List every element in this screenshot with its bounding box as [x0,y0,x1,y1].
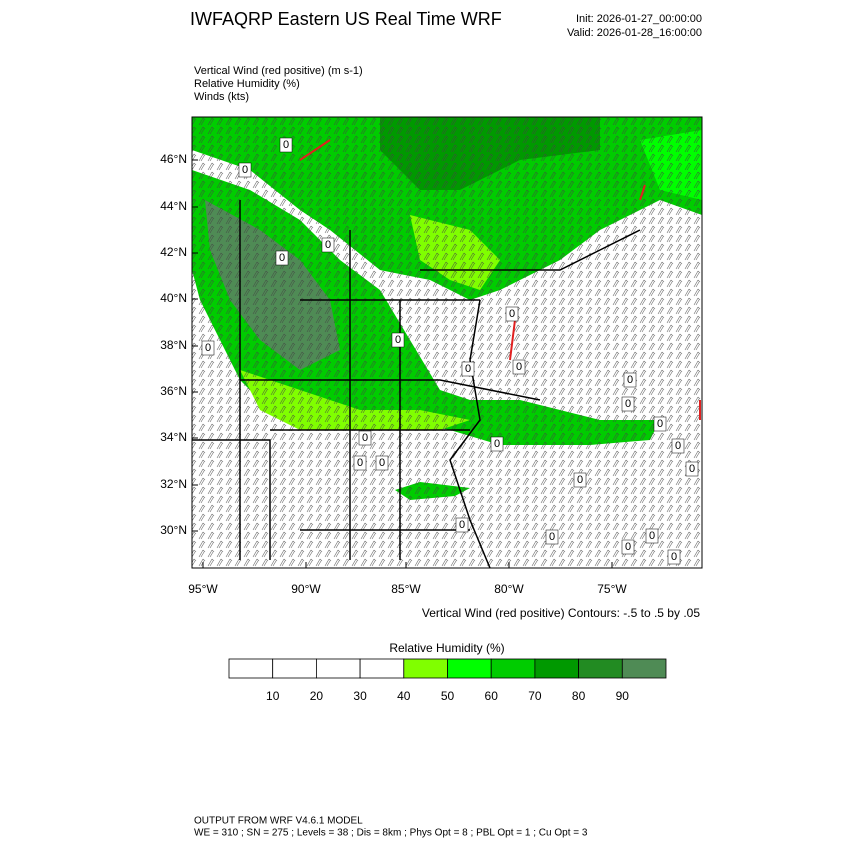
contour-label-box [623,372,637,388]
contour-label: 0 [283,139,289,151]
lon-label: 75°W [597,582,627,596]
contour-label: 0 [459,519,465,531]
colorbar-box [272,658,317,679]
contour-label-box [279,137,293,153]
colorbar-label: 10 [266,689,280,703]
contour-label: 0 [675,440,681,452]
lat-label: 44°N [160,199,187,213]
colorbar-label: 30 [353,689,367,703]
contour-label-box [512,359,526,375]
lon-label: 90°W [291,582,321,596]
contour-label-box [358,430,372,446]
footer: WE = 310 ; SN = 275 ; Levels = 38 ; Dis … [194,828,588,839]
lat-label: 32°N [160,477,187,491]
colorbar-label: 50 [441,689,455,703]
contour-label-box [671,438,685,454]
title: IWFAQRP Eastern US Real Time WRF [190,9,502,29]
colorbar-box [490,658,536,679]
colorbar-label: 70 [528,689,542,703]
contour-label: 0 [627,374,633,386]
contour-note: Vertical Wind (red positive) Contours: -… [422,606,700,620]
contour-label-box [490,436,504,452]
contour-label: 0 [362,432,368,444]
colorbar-box [578,658,623,679]
contour-label-box [455,517,469,533]
map [192,117,702,568]
lat-label: 42°N [160,245,187,259]
valid-time: Valid: 2026-01-28_16:00:00 [567,27,702,39]
lat-label: 40°N [160,291,187,305]
contour-label-box [201,340,215,356]
contour-label-box [653,416,667,432]
contour-label-box [353,455,367,471]
footer: OUTPUT FROM WRF V4.6.1 MODEL [194,816,363,827]
colorbar-box [403,658,448,679]
lat-label: 30°N [160,523,187,537]
field-label: Vertical Wind (red positive) (m s-1) [194,65,363,77]
colorbar-label: 90 [616,689,630,703]
contour-label-box [461,361,475,377]
contour-label-box [621,539,635,555]
contour-label: 0 [242,164,248,176]
contour-label: 0 [279,252,285,264]
colorbar-label: 60 [485,689,499,703]
field-label: Winds (kts) [194,91,249,103]
colorbar-box [315,658,361,679]
contour-label-box [685,461,699,477]
contour-label: 0 [509,308,515,320]
contour-label-box [375,455,389,471]
contour-label-box [667,549,681,565]
contour-label: 0 [379,457,385,469]
colorbar-label: 20 [310,689,324,703]
contour-label: 0 [325,239,331,251]
contour-label: 0 [625,541,631,553]
lat-label: 36°N [160,384,187,398]
contour-label-box [645,528,659,544]
contour-label-box [573,472,587,488]
lon-label: 85°W [391,582,421,596]
colorbar-box [359,658,405,679]
colorbar-label: 40 [397,689,411,703]
contour-label: 0 [657,418,663,430]
lon-label: 80°W [494,582,524,596]
contour-label-box [238,162,252,178]
contour-label: 0 [465,363,471,375]
contour-label-box [621,396,635,412]
contour-label: 0 [649,530,655,542]
contour-label: 0 [671,551,677,563]
contour-label: 0 [395,334,401,346]
lat-label: 38°N [160,338,187,352]
contour-label: 0 [205,342,211,354]
colorbar-title: Relative Humidity (%) [389,641,504,655]
contour-label: 0 [357,457,363,469]
contour-label-box [321,237,335,253]
contour-label-box [545,529,559,545]
contour-label: 0 [549,531,555,543]
colorbar-label: 80 [572,689,586,703]
lon-label: 95°W [188,582,218,596]
colorbar-box [534,658,580,679]
contour-label-box [391,332,405,348]
colorbar-box [447,658,492,679]
init-time: Init: 2026-01-27_00:00:00 [576,13,702,25]
map-frame [191,116,703,569]
contour-label-box [505,306,519,322]
lat-label: 46°N [160,152,187,166]
colorbar-box [621,658,667,679]
colorbar-box [228,658,274,679]
contour-label: 0 [577,474,583,486]
contour-label-box [275,250,289,266]
contour-label: 0 [625,398,631,410]
field-label: Relative Humidity (%) [194,78,300,90]
contour-label: 0 [516,361,522,373]
contour-label: 0 [494,438,500,450]
lat-label: 34°N [160,430,187,444]
contour-label: 0 [689,463,695,475]
